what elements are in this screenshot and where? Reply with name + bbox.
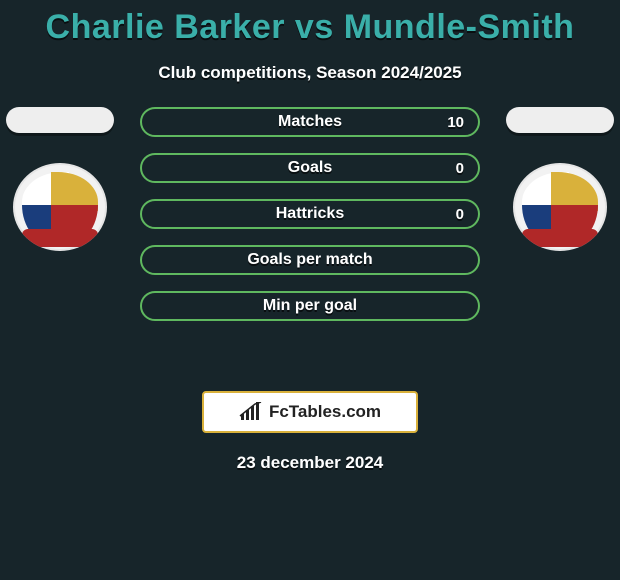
right-value-pill (506, 107, 614, 133)
stat-right-value: 0 (456, 206, 464, 223)
stat-bar-hattricks: Hattricks 0 (140, 199, 480, 229)
left-club-badge (13, 163, 107, 251)
stat-label: Min per goal (263, 297, 357, 315)
page-title: Charlie Barker vs Mundle-Smith (0, 8, 620, 47)
stat-label: Hattricks (276, 205, 344, 223)
stat-right-value: 0 (456, 160, 464, 177)
comparison-row: Matches 10 Goals 0 Hattricks 0 Goals per… (0, 107, 620, 367)
date-text: 23 december 2024 (0, 453, 620, 473)
stat-bar-min-per-goal: Min per goal (140, 291, 480, 321)
stat-bar-matches: Matches 10 (140, 107, 480, 137)
branding-badge: FcTables.com (202, 391, 418, 433)
left-player-column (0, 107, 120, 251)
right-player-column (500, 107, 620, 251)
stats-list: Matches 10 Goals 0 Hattricks 0 Goals per… (140, 107, 480, 321)
stat-label: Goals (288, 159, 332, 177)
branding-text: FcTables.com (269, 402, 381, 422)
subtitle: Club competitions, Season 2024/2025 (0, 63, 620, 83)
stat-bar-goals: Goals 0 (140, 153, 480, 183)
stat-label: Matches (278, 113, 342, 131)
badge-ribbon (522, 229, 597, 247)
stat-bar-goals-per-match: Goals per match (140, 245, 480, 275)
right-club-badge (513, 163, 607, 251)
comparison-infographic: Charlie Barker vs Mundle-Smith Club comp… (0, 0, 620, 473)
left-value-pill (6, 107, 114, 133)
chart-icon (239, 402, 263, 422)
badge-ribbon (22, 229, 97, 247)
stat-right-value: 10 (447, 114, 464, 131)
stat-label: Goals per match (247, 251, 372, 269)
